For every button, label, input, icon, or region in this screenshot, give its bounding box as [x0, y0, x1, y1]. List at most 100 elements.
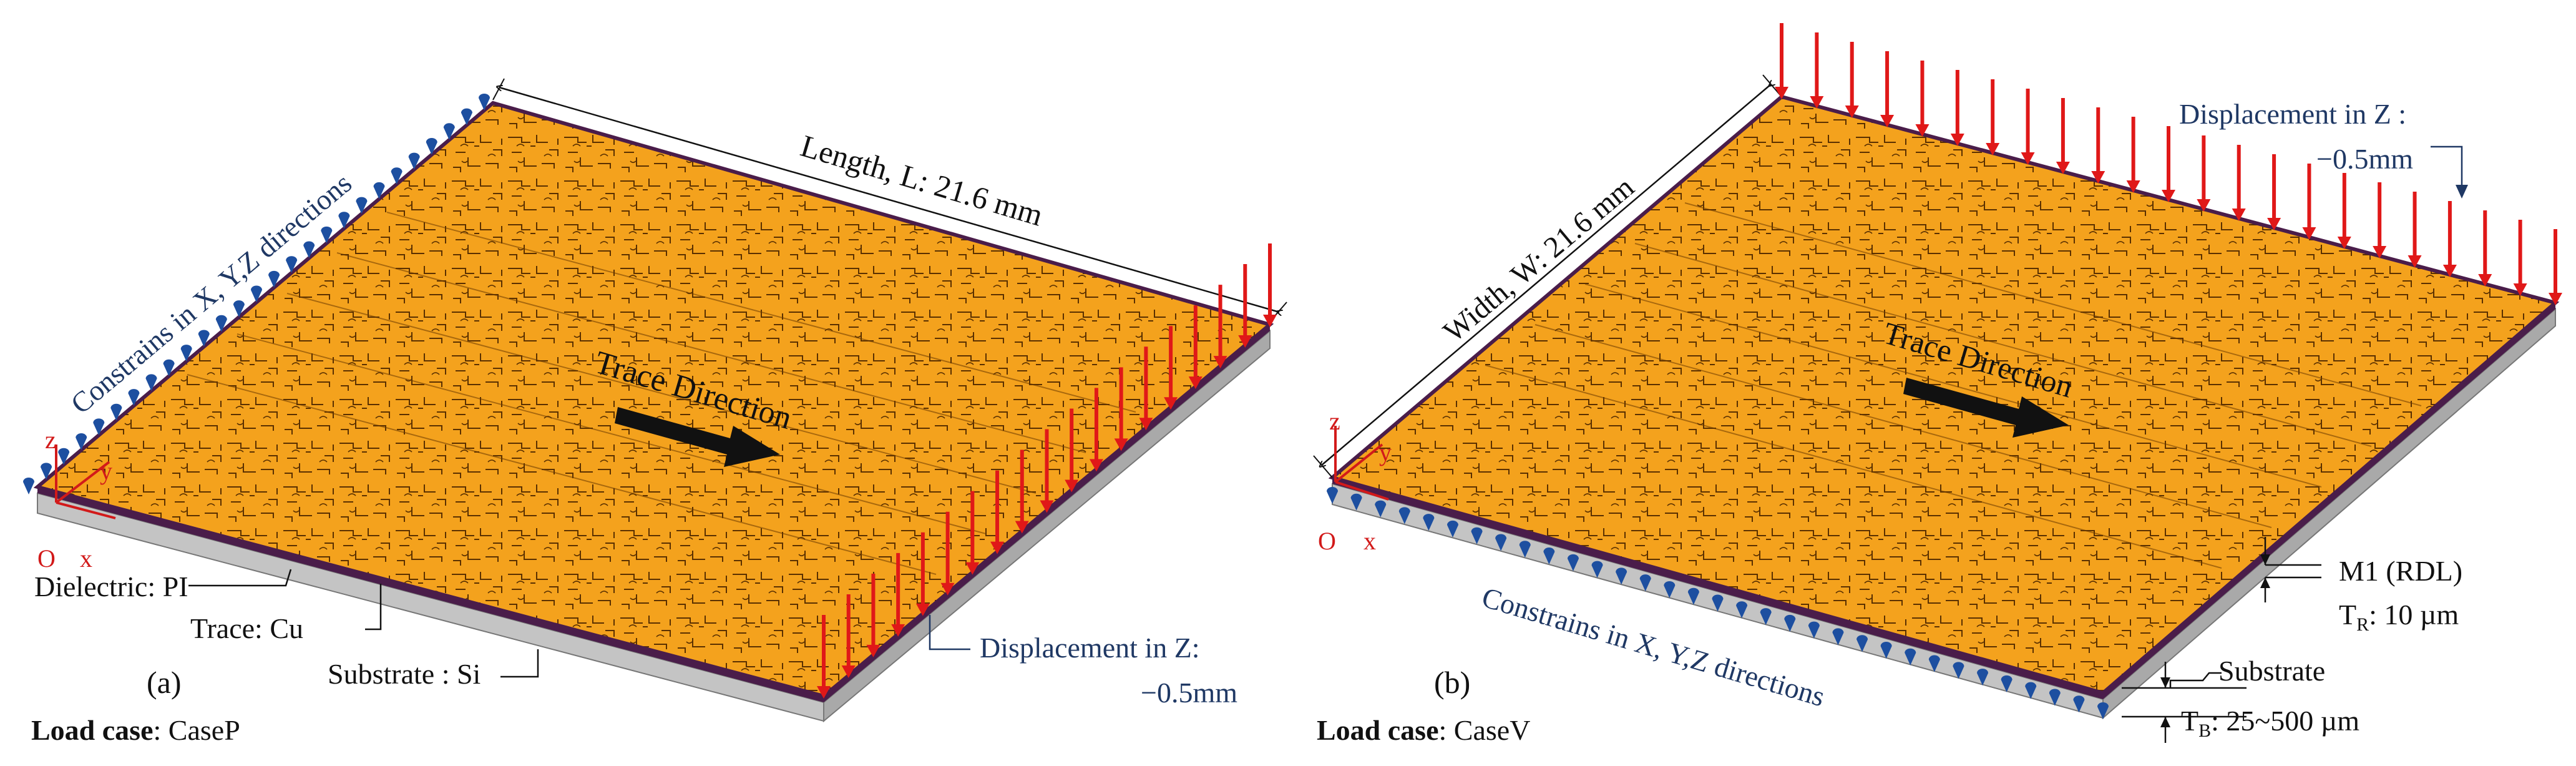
- constraint-marker: [1736, 601, 1748, 619]
- load-arrow: [1238, 264, 1252, 348]
- load-arrow: [2056, 98, 2070, 174]
- panel-a-axis-origin: O: [37, 544, 56, 572]
- load-arrow: [1213, 285, 1227, 369]
- panel-b-axis-origin: O: [1318, 527, 1336, 555]
- constraint-marker: [1591, 561, 1603, 578]
- panel-b-axis-x: x: [1364, 527, 1376, 555]
- load-arrow: [2091, 107, 2105, 184]
- constraint-marker: [1712, 594, 1724, 612]
- load-arrow: [1040, 429, 1054, 513]
- panel-a-dielectric-label: Dielectric: PI: [34, 571, 188, 602]
- constraint-marker: [145, 374, 157, 391]
- constraint-marker: [93, 418, 105, 436]
- constraint-marker: [408, 152, 420, 170]
- panel-b-load-case: Load case: CaseV: [1317, 714, 1530, 746]
- load-arrow: [1950, 70, 1964, 146]
- panel-a: Length, L: 21.6 mm Constrains in X, Y,Z …: [23, 78, 1287, 746]
- load-arrow: [891, 552, 905, 637]
- constraint-marker: [1398, 507, 1410, 524]
- panel-b: Width, W: 21.6 mm Trace Direction z y x …: [1313, 23, 2562, 746]
- constraint-marker: [303, 241, 315, 258]
- constraint-marker: [1567, 554, 1579, 571]
- load-arrow: [1986, 79, 2000, 155]
- panel-a-axis-x: x: [80, 544, 92, 572]
- panel-a-substrate-label: Substrate : Si: [328, 658, 481, 690]
- constraint-marker: [356, 197, 368, 214]
- panel-a-axis-z: z: [45, 426, 56, 454]
- constraint-marker: [1880, 641, 1892, 659]
- load-arrow: [1015, 449, 1029, 534]
- constraint-marker: [2049, 689, 2061, 706]
- panel-a-length-dimension-line: [499, 87, 1279, 312]
- constraint-marker: [321, 226, 333, 243]
- panel-b-label: (b): [1434, 665, 1470, 700]
- constraint-marker: [1639, 574, 1651, 592]
- panel-b-axis-y: y: [1379, 438, 1392, 466]
- load-arrow: [940, 511, 955, 596]
- load-arrow: [2442, 201, 2457, 277]
- constraint-marker: [1784, 614, 1796, 632]
- load-arrow: [2478, 210, 2492, 287]
- constraint-marker: [76, 433, 87, 451]
- load-arrow: [1915, 61, 1930, 137]
- constraint-marker: [2025, 682, 2037, 699]
- panel-a-displacement-line1: Displacement in Z:: [980, 632, 1200, 664]
- constraint-marker: [1832, 628, 1844, 646]
- constraint-marker: [2097, 702, 2109, 719]
- load-arrow: [2513, 220, 2527, 296]
- constraint-marker: [338, 212, 350, 229]
- constraint-marker: [1447, 520, 1458, 538]
- load-arrow: [1065, 408, 1079, 493]
- constraint-marker: [1664, 581, 1676, 598]
- panel-b-tb-label: TB: 25~500 µm: [2181, 705, 2359, 741]
- load-arrow: [2162, 126, 2175, 202]
- constraint-marker: [1327, 487, 1338, 504]
- load-arrow: [1845, 42, 1859, 118]
- panel-a-constraint-markers: [23, 94, 490, 494]
- panel-a-dielectric-leader: [188, 569, 292, 587]
- load-arrow: [2302, 164, 2316, 240]
- panel-a-substrate-leader: [500, 649, 539, 678]
- load-arrow: [1188, 305, 1203, 390]
- panel-a-displacement-line2: −0.5mm: [1141, 677, 1237, 709]
- panel-a-plate-top: [33, 101, 1274, 699]
- constraint-marker: [268, 270, 280, 288]
- panel-b-substrate-label: Substrate: [2218, 655, 2325, 687]
- constraint-marker: [110, 403, 122, 421]
- load-arrow: [817, 615, 831, 699]
- panel-b-axis-triad: [1334, 426, 1389, 501]
- constraint-marker: [1856, 635, 1868, 652]
- panel-b-displacement-leader: [2431, 145, 2463, 187]
- panel-a-trace-direction-arrow: [615, 407, 780, 467]
- constraint-marker: [1423, 514, 1435, 531]
- panel-b-width-dimension-line: [1322, 84, 1771, 465]
- load-arrow: [1775, 23, 1788, 99]
- load-arrow: [965, 491, 980, 575]
- constraint-marker: [286, 256, 298, 273]
- constraint-marker: [1977, 669, 1989, 686]
- panel-a-trace-leader: [365, 584, 382, 631]
- load-arrow: [2197, 135, 2211, 212]
- load-arrow: [866, 573, 881, 657]
- load-arrow: [2408, 192, 2422, 268]
- constraint-marker: [180, 345, 192, 362]
- constraint-marker: [1616, 567, 1627, 585]
- panel-b-m1-label: M1 (RDL): [2339, 555, 2462, 587]
- panel-a-displacement-leader: [929, 615, 970, 651]
- panel-b-trace-direction-arrow: [1903, 378, 2069, 438]
- constraint-marker: [215, 315, 227, 332]
- constraint-marker: [443, 123, 455, 140]
- constraint-marker: [23, 478, 34, 494]
- constraint-marker: [163, 359, 175, 376]
- constraint-marker: [1495, 534, 1507, 551]
- constraint-marker: [1519, 541, 1531, 558]
- constraint-marker: [373, 182, 385, 199]
- load-arrow: [2267, 154, 2281, 230]
- panel-a-axis-triad: [55, 444, 116, 519]
- load-arrow: [841, 594, 856, 678]
- panel-a-load-case: Load case: CaseP: [31, 714, 240, 746]
- constraint-marker: [1808, 621, 1820, 639]
- load-arrow: [1263, 243, 1277, 327]
- load-arrow: [2232, 145, 2246, 221]
- constraint-marker: [461, 108, 472, 125]
